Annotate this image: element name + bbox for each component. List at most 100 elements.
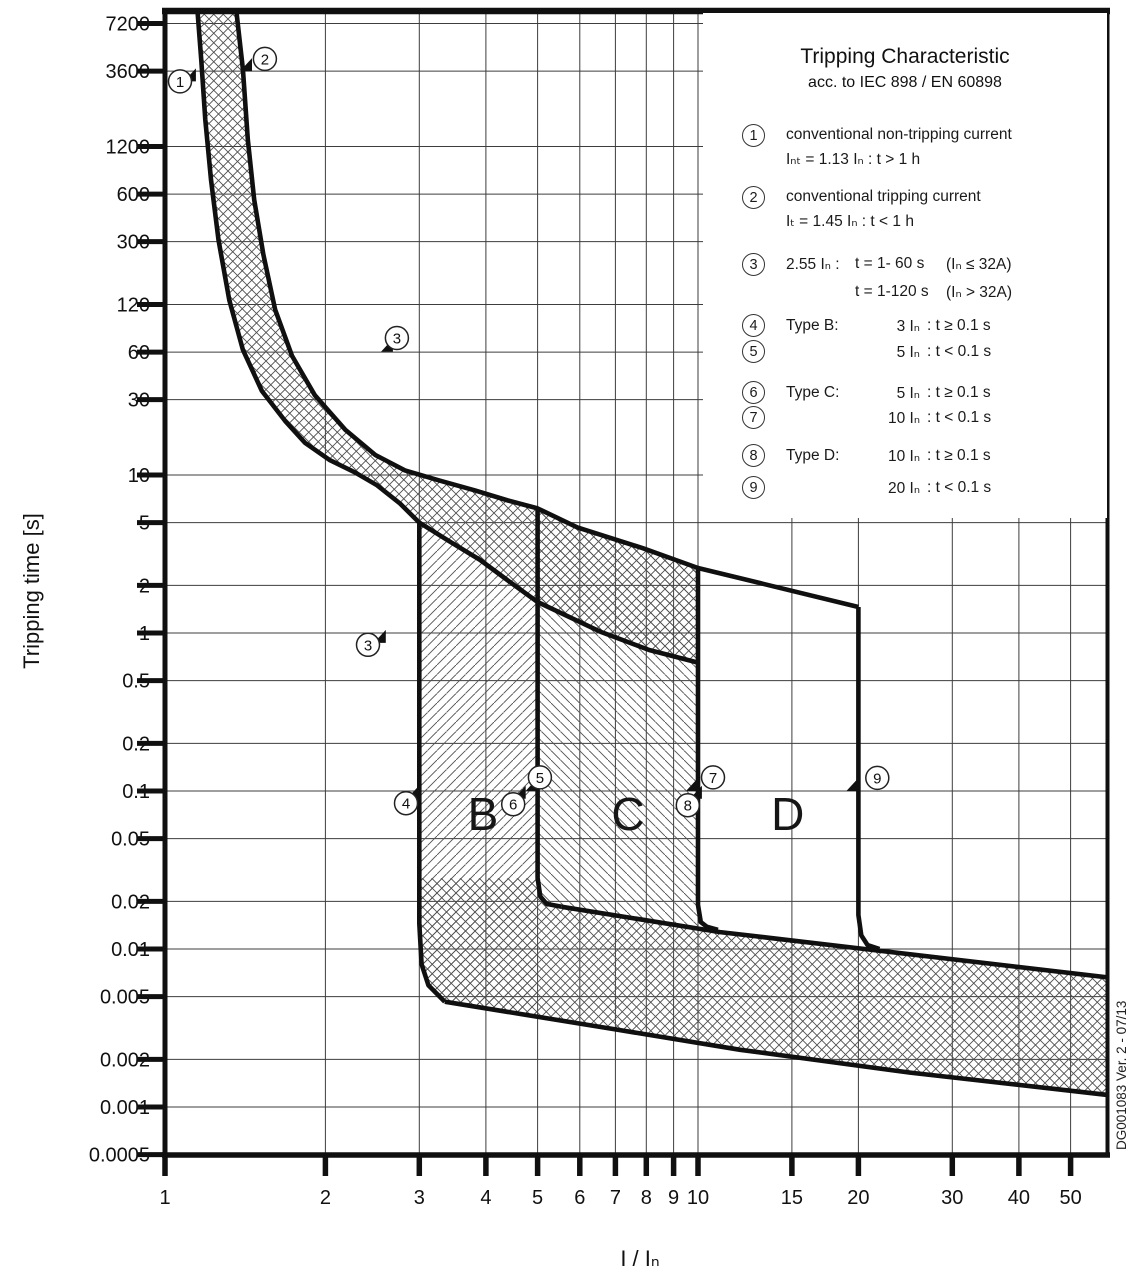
region-letter-C: C [611,788,644,840]
legend-item-value: 5 Iₙ [896,344,920,361]
legend-item-3: 3 2.55 Iₙ : t = 1- 60 s (Iₙ ≤ 32A) t = 1… [742,253,1102,305]
marker-circle-6 [500,791,526,817]
y-tick-label: 1200 [106,137,151,159]
legend-item-6: 6 Type C: 5 Iₙ : t ≥ 0.1 s [742,381,1102,433]
x-tick-label: 7 [610,1187,621,1209]
y-tick-label: 60 [128,342,150,364]
legend-item-value: 3 Iₙ [896,318,920,335]
marker-circle-1 [167,69,193,94]
legend-item-2: 2 conventional tripping current Iₜ = 1.4… [742,186,1102,238]
curve-d-right [856,607,881,952]
legend-item-text: 2.55 Iₙ : [786,256,840,273]
y-tick-label: 0.2 [122,733,150,755]
legend-item-value: 10 Iₙ [887,410,920,427]
x-tick-label: 4 [480,1187,491,1209]
side-caption: DG001083 Ver. 2 - 07/13 [1114,1000,1129,1150]
marker-number-9: 9 [873,770,881,787]
x-tick-label: 1 [159,1187,170,1209]
legend-item-type: Type D: [786,447,840,464]
y-tick-label: 600 [117,184,150,206]
legend-item-time-2: t = 1-120 s [855,283,929,300]
marker-triangle-7 [686,778,698,791]
y-tick-label: 0.005 [100,987,150,1009]
curve-band-bottom [444,999,1108,1098]
x-tick-label: 2 [320,1187,331,1209]
marker-number-8: 8 [684,798,692,815]
curve-tripping [234,12,699,571]
legend-item-text: conventional tripping current [786,188,981,205]
y-tick-label: 1 [139,623,150,645]
legend-item-4: 4 Type B: 3 Iₙ : t ≥ 0.1 s [742,314,1102,366]
curve-band-top [561,904,1108,980]
y-tick-label: 30 [128,390,150,412]
marker-number-3: 3 [393,331,401,348]
legend-item-number: 8 [742,444,765,467]
y-tick-label: 7200 [106,14,151,36]
x-tick-label: 6 [574,1187,585,1209]
legend-subtitle: acc. to IEC 898 / EN 60898 [808,74,1002,91]
type-c-region-fill [537,508,698,929]
legend-item-number: 3 [742,253,765,276]
curve-c-left [535,508,563,910]
marker-circle-4 [393,790,419,816]
curve-d-top [697,565,859,610]
legend-item-formula: Iₙₜ = 1.13 Iₙ : t > 1 h [786,151,921,168]
marker-triangle-9 [846,778,859,791]
curve-c-right [695,568,719,933]
legend-item-5: 5 5 Iₙ : t < 0.1 s [742,340,1102,392]
legend-item-value: 20 Iₙ [887,480,920,497]
legend-title: Tripping Characteristic [800,45,1010,68]
legend-item-number: 1 [742,124,765,147]
marker-triangle-2 [240,58,252,72]
legend-item-number: 9 [742,476,765,499]
marker-circle-8 [675,792,701,818]
legend-item-cond: : t ≥ 0.1 s [927,317,991,334]
legend-item-number: 5 [742,340,765,363]
region-letter-B: B [468,788,499,840]
y-tick-label: 2 [139,575,150,597]
legend-item-text: conventional non-tripping current [786,126,1012,143]
legend-item-time-1: t = 1- 60 s [855,255,925,272]
y-tick-label: 0.002 [100,1049,150,1071]
y-tick-label: 0.02 [111,891,150,913]
marker-number-2: 2 [261,51,269,68]
x-tick-label: 20 [847,1187,869,1209]
legend-item-type: Type B: [786,317,839,334]
legend-item-cond: : t < 0.1 s [927,409,992,426]
x-tick-label: 50 [1059,1187,1081,1209]
legend-item-cond: : t < 0.1 s [927,343,992,360]
legend-panel: Tripping Characteristic acc. to IEC 898 … [703,13,1107,518]
axis-ticks: 7200360012006003001206030105210.50.20.10… [89,14,1082,1210]
x-tick-label: 40 [1008,1187,1030,1209]
x-axis-title: I / Iₙ [620,1246,660,1271]
marker-circle-2 [252,46,278,72]
legend-item-8: 8 Type D: 10 Iₙ : t ≥ 0.1 s [742,444,1102,496]
region-letters: B C D [468,788,805,840]
legend-item-cond: : t < 0.1 s [927,479,992,496]
legend-item-7: 7 10 Iₙ : t < 0.1 s [742,406,1102,458]
marker-circle-9 [865,765,890,791]
marker-circle-5 [527,765,553,790]
marker-number-7: 7 [709,770,717,787]
marker-number-6: 6 [509,797,517,814]
y-tick-label: 0.001 [100,1097,150,1119]
y-tick-label: 0.0005 [89,1145,150,1167]
x-tick-label: 15 [781,1187,803,1209]
y-tick-label: 3600 [106,61,151,83]
y-tick-label: 0.05 [111,829,150,851]
x-tick-label: 30 [941,1187,963,1209]
x-tick-label: 9 [668,1187,679,1209]
y-tick-label: 5 [139,513,150,535]
hatch-fills [197,12,1108,1095]
instant-band-fill [419,878,1108,1095]
curve-b-left [417,522,447,1004]
legend-item-number: 7 [742,406,765,429]
y-tick-label: 0.01 [111,939,150,961]
marker-number-3: 3 [364,637,372,654]
marker-circle-3 [355,632,381,658]
legend-item-cond: : t ≥ 0.1 s [927,447,991,464]
legend-item-number: 2 [742,186,765,209]
